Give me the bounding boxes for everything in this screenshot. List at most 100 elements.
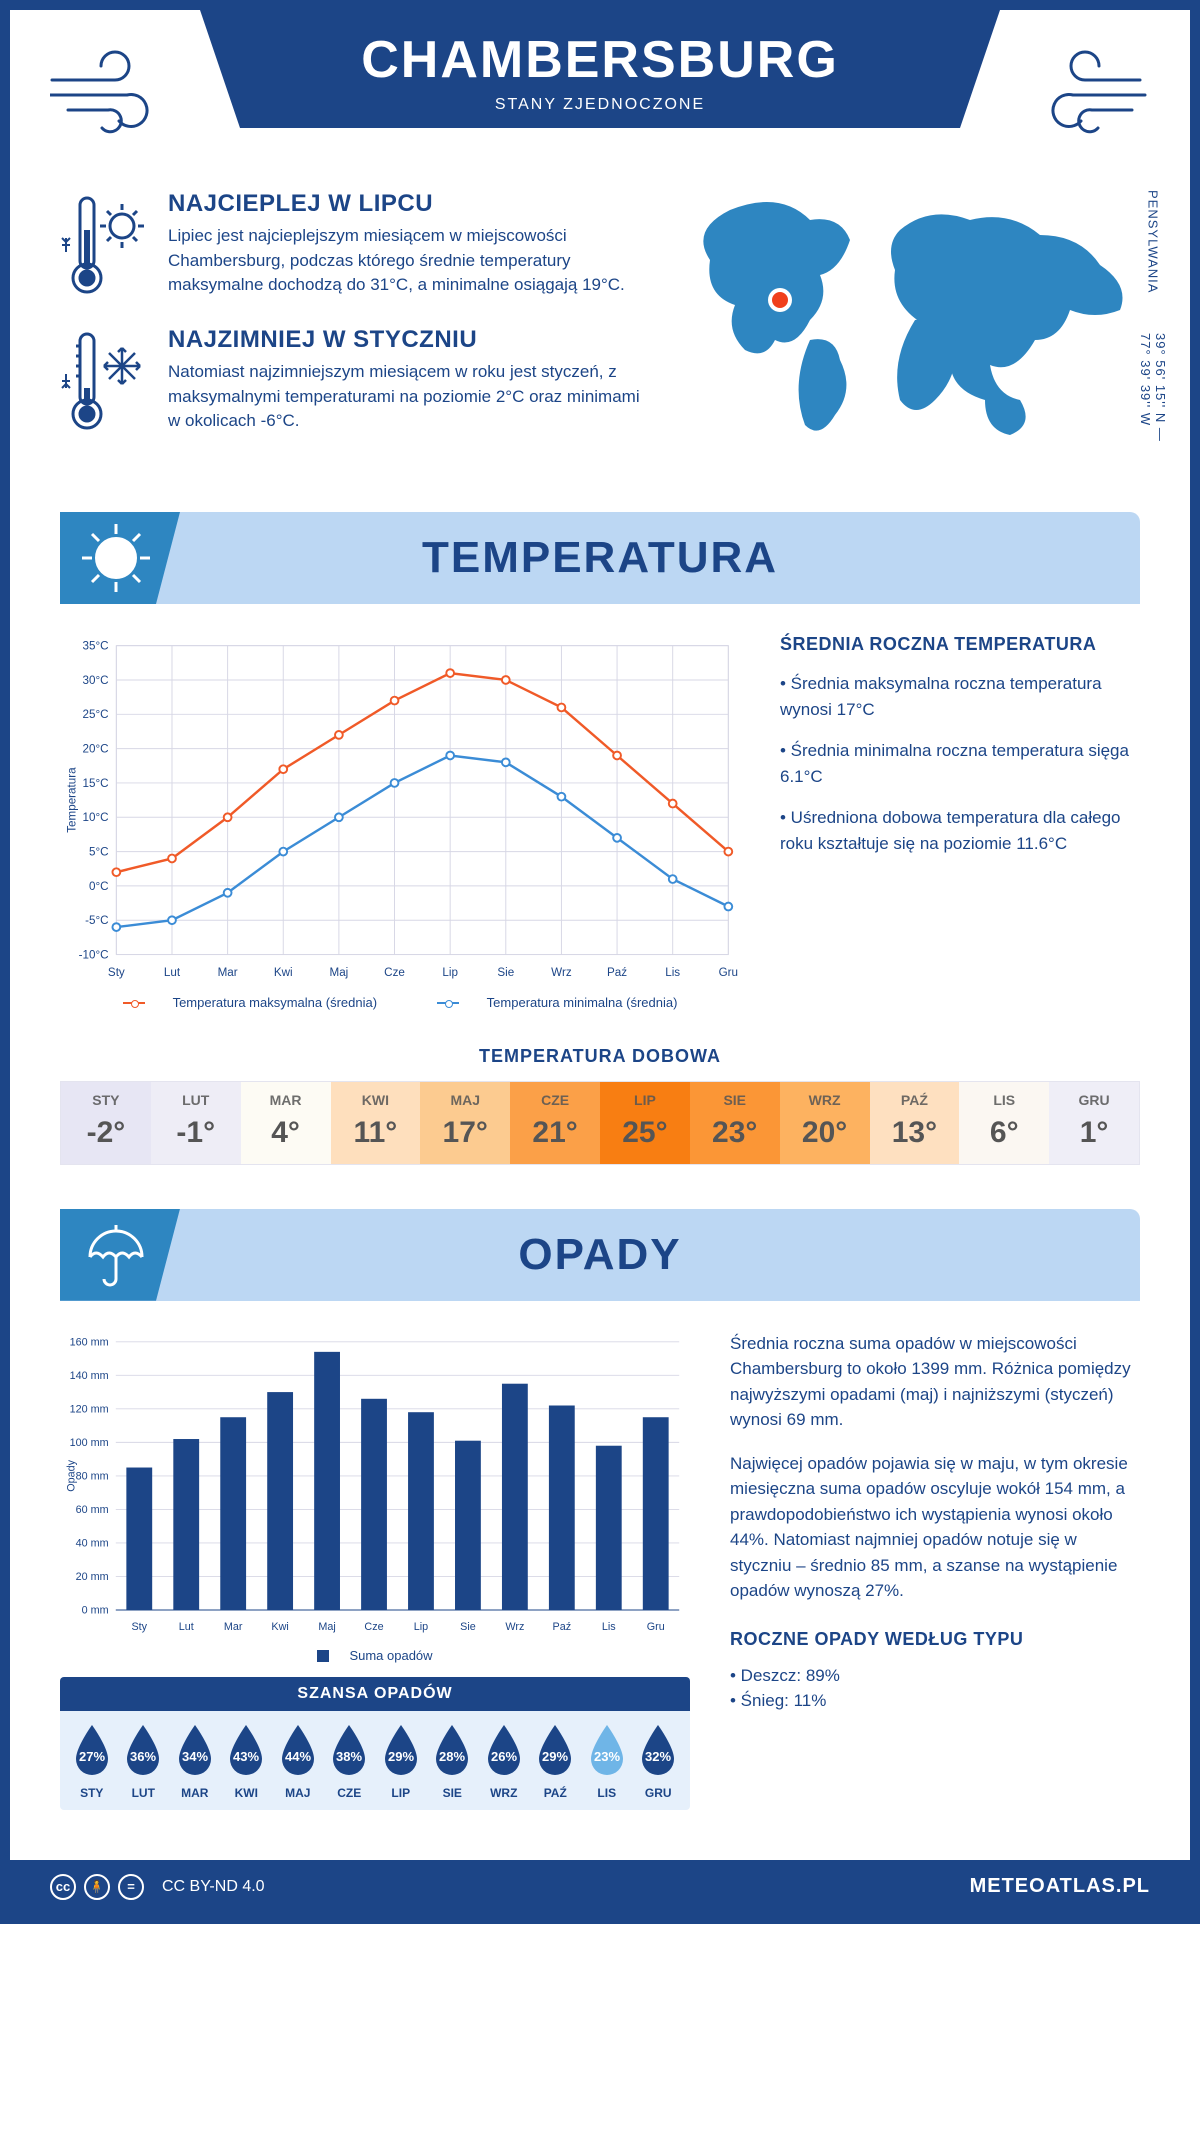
svg-text:0°C: 0°C (89, 880, 109, 893)
footer: cc 🧍 = CC BY-ND 4.0 METEOATLAS.PL (10, 1860, 1190, 1914)
chance-cell: 29% LIP (375, 1723, 427, 1800)
svg-text:Lut: Lut (179, 1621, 194, 1633)
svg-text:28%: 28% (439, 1749, 465, 1764)
legend-max: Temperatura maksymalna (średnia) (173, 995, 377, 1010)
svg-text:27%: 27% (79, 1749, 105, 1764)
svg-text:Gru: Gru (719, 966, 738, 979)
site-name: METEOATLAS.PL (970, 1875, 1150, 1898)
svg-text:10°C: 10°C (83, 811, 109, 824)
svg-text:Lis: Lis (665, 966, 680, 979)
fact-hot-text: Lipiec jest najcieplejszym miesiącem w m… (168, 224, 640, 298)
precip-legend: Suma opadów (60, 1648, 690, 1663)
license-text: CC BY-ND 4.0 (162, 1878, 265, 1896)
coordinates-label: PENSYLWANIA 39° 56' 15'' N — 77° 39' 39'… (1138, 190, 1168, 462)
svg-text:25°C: 25°C (83, 708, 109, 721)
wind-icon-right (1030, 40, 1150, 140)
fact-cold-title: NAJZIMNIEJ W STYCZNIU (168, 326, 640, 354)
chance-cell: 28% SIE (427, 1723, 479, 1800)
chance-cell: 29% PAŹ (530, 1723, 582, 1800)
svg-text:Maj: Maj (330, 966, 349, 979)
intro-section: NAJCIEPLEJ W LIPCU Lipiec jest najcieple… (10, 180, 1190, 492)
chance-cell: 44% MAJ (272, 1723, 324, 1800)
daily-temp-cell: SIE23° (690, 1082, 780, 1164)
svg-text:140 mm: 140 mm (70, 1370, 109, 1382)
map-column: PENSYLWANIA 39° 56' 15'' N — 77° 39' 39'… (670, 190, 1140, 462)
temperature-legend: Temperatura maksymalna (średnia) Tempera… (60, 995, 740, 1010)
svg-text:Opady: Opady (65, 1459, 77, 1491)
chance-cell: 23% LIS (581, 1723, 633, 1800)
svg-text:34%: 34% (182, 1749, 208, 1764)
temperature-summary: ŚREDNIA ROCZNA TEMPERATURA • Średnia mak… (780, 634, 1140, 1010)
svg-text:Lut: Lut (164, 966, 181, 979)
svg-text:80 mm: 80 mm (76, 1470, 109, 1482)
section-header-temperature: TEMPERATURA (60, 512, 1140, 604)
svg-text:40 mm: 40 mm (76, 1537, 109, 1549)
daily-temp-cell: GRU1° (1049, 1082, 1139, 1164)
location-marker (772, 292, 788, 308)
cc-icon: cc (50, 1874, 76, 1900)
legend-precip: Suma opadów (349, 1648, 432, 1663)
chance-cell: 32% GRU (633, 1723, 685, 1800)
chance-cell: 26% WRZ (478, 1723, 530, 1800)
temperature-body: -10°C-5°C0°C5°C10°C15°C20°C25°C30°C35°CS… (10, 604, 1190, 1020)
svg-text:Mar: Mar (224, 1621, 243, 1633)
daily-temp-cell: LIS6° (959, 1082, 1049, 1164)
precip-p1: Średnia roczna suma opadów w miejscowośc… (730, 1331, 1140, 1433)
precip-body: 0 mm20 mm40 mm60 mm80 mm100 mm120 mm140 … (10, 1301, 1190, 1820)
svg-text:23%: 23% (594, 1749, 620, 1764)
thermometer-sun-icon (60, 190, 150, 300)
chance-cell: 38% CZE (324, 1723, 376, 1800)
svg-text:Sie: Sie (460, 1621, 476, 1633)
precip-chart: 0 mm20 mm40 mm60 mm80 mm100 mm120 mm140 … (60, 1331, 690, 1810)
svg-text:Lis: Lis (602, 1621, 616, 1633)
precip-rain: • Deszcz: 89% (730, 1663, 1140, 1689)
title-banner: CHAMBERSBURG STANY ZJEDNOCZONE (200, 10, 1000, 128)
svg-text:30°C: 30°C (83, 674, 109, 687)
svg-text:Paź: Paź (553, 1621, 572, 1633)
section-header-precip: OPADY (60, 1209, 1140, 1301)
svg-text:160 mm: 160 mm (70, 1336, 109, 1348)
precip-type-title: ROCZNE OPADY WEDŁUG TYPU (730, 1626, 1140, 1653)
svg-text:Kwi: Kwi (274, 966, 293, 979)
daily-temp-cell: WRZ20° (780, 1082, 870, 1164)
temperature-chart: -10°C-5°C0°C5°C10°C15°C20°C25°C30°C35°CS… (60, 634, 740, 1010)
chance-title: SZANSA OPADÓW (60, 1677, 690, 1711)
daily-temp-cell: LIP25° (600, 1082, 690, 1164)
daily-temp-cell: STY-2° (61, 1082, 151, 1164)
svg-text:-10°C: -10°C (79, 948, 109, 961)
thermometer-snow-icon (60, 326, 150, 436)
svg-text:Sty: Sty (108, 966, 125, 979)
temp-summary-b3: • Uśredniona dobowa temperatura dla całe… (780, 805, 1140, 856)
svg-text:36%: 36% (130, 1749, 156, 1764)
daily-temp-cell: KWI11° (331, 1082, 421, 1164)
facts-column: NAJCIEPLEJ W LIPCU Lipiec jest najcieple… (60, 190, 640, 462)
svg-text:Kwi: Kwi (271, 1621, 288, 1633)
svg-text:Maj: Maj (318, 1621, 335, 1633)
fact-cold-text: Natomiast najzimniejszym miesiącem w rok… (168, 360, 640, 434)
svg-text:26%: 26% (491, 1749, 517, 1764)
daily-temp-cell: MAJ17° (420, 1082, 510, 1164)
chance-cell: 43% KWI (221, 1723, 273, 1800)
daily-temp-cell: MAR4° (241, 1082, 331, 1164)
svg-text:Cze: Cze (364, 1621, 383, 1633)
precip-summary: Średnia roczna suma opadów w miejscowośc… (730, 1331, 1140, 1810)
page-frame: CHAMBERSBURG STANY ZJEDNOCZONE (0, 0, 1200, 1924)
nd-icon: = (118, 1874, 144, 1900)
svg-text:44%: 44% (285, 1749, 311, 1764)
legend-min: Temperatura minimalna (średnia) (487, 995, 678, 1010)
svg-text:38%: 38% (336, 1749, 362, 1764)
sun-icon (78, 520, 154, 596)
wind-icon-left (50, 40, 170, 140)
temp-summary-b2: • Średnia minimalna roczna temperatura s… (780, 738, 1140, 789)
svg-text:Mar: Mar (218, 966, 238, 979)
svg-text:120 mm: 120 mm (70, 1403, 109, 1415)
chance-cell: 36% LUT (118, 1723, 170, 1800)
country-subtitle: STANY ZJEDNOCZONE (210, 96, 990, 114)
chance-cell: 27% STY (66, 1723, 118, 1800)
svg-text:35°C: 35°C (83, 640, 109, 653)
svg-text:Paź: Paź (607, 966, 627, 979)
by-icon: 🧍 (84, 1874, 110, 1900)
svg-text:Wrz: Wrz (505, 1621, 524, 1633)
svg-text:20 mm: 20 mm (76, 1571, 109, 1583)
header: CHAMBERSBURG STANY ZJEDNOCZONE (10, 10, 1190, 180)
